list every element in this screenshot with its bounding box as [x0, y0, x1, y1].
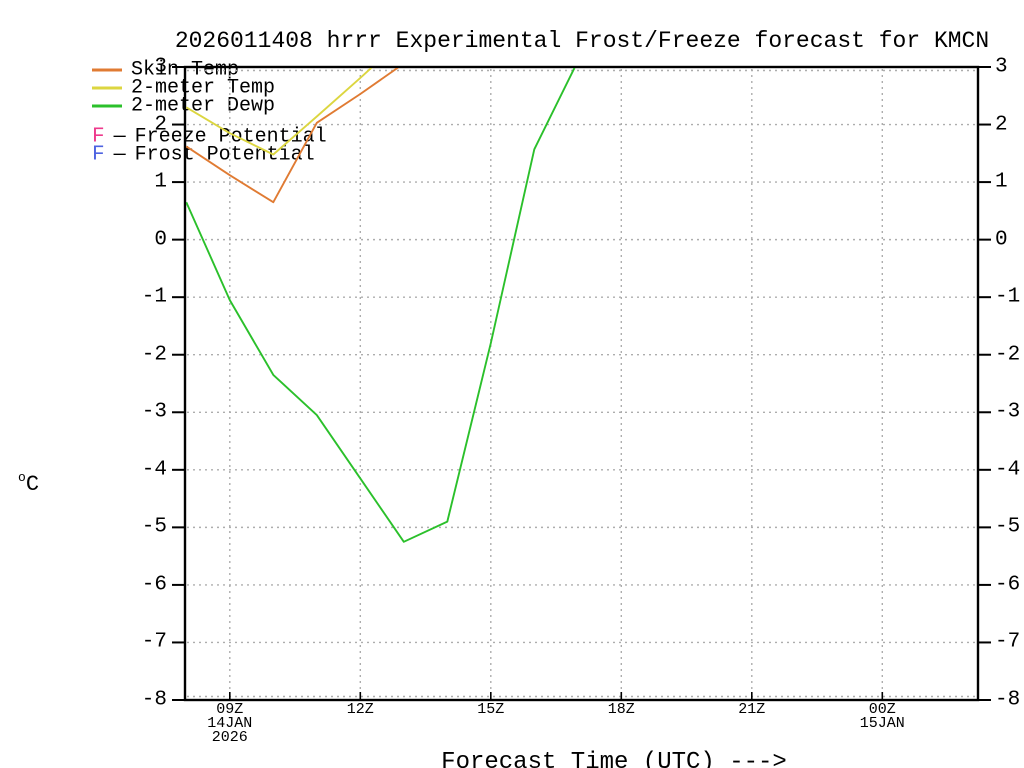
y-tick-label-left: -5	[141, 515, 167, 539]
y-tick-label-right: -4	[995, 458, 1021, 482]
x-tick-time: 12Z	[346, 701, 374, 718]
x-tick-date: 15JAN	[859, 715, 905, 732]
y-tick-label-left: -2	[141, 343, 167, 367]
y-tick-label-right: 0	[995, 228, 1008, 252]
y-tick-label-right: 2	[995, 113, 1008, 137]
series-line-skin-temp	[186, 68, 400, 204]
x-tick-label-21Z: 21Z	[738, 701, 766, 718]
legend-dash: —	[113, 125, 126, 149]
legend-item-2m-temp: 2-meter Temp	[92, 77, 275, 100]
x-tick-label-18Z: 18Z	[607, 701, 635, 718]
unit-letter: C	[25, 472, 40, 497]
x-axis-title: Forecast Time (UTC) --->	[441, 749, 787, 768]
y-tick-label-left: -4	[141, 458, 167, 482]
legend-item-2m-dewp: 2-meter Dewp	[92, 95, 275, 118]
degree-symbol: o	[18, 470, 26, 485]
y-tick-label-right: -2	[995, 343, 1021, 367]
y-tick-label-right: -8	[995, 688, 1021, 712]
frost-potential-marker: F	[92, 143, 105, 167]
freeze-potential-marker: F	[92, 125, 105, 149]
y-tick-label-right: 1	[995, 170, 1008, 194]
y-tick-label-left: 3	[154, 55, 167, 79]
legend-item-frost-potential: F — Frost Potential	[92, 144, 315, 167]
y-tick-label-left: -3	[141, 400, 167, 424]
x-tick-year: 2026	[211, 729, 248, 746]
x-tick-date: 14JAN	[207, 715, 253, 732]
y-tick-label-left: 0	[154, 228, 167, 252]
legend-item-freeze-potential: F — Freeze Potential	[92, 126, 327, 149]
legend-dash: —	[113, 143, 126, 167]
y-tick-label-left: -8	[141, 688, 167, 712]
x-tick-time: 18Z	[607, 701, 635, 718]
x-tick-label-12Z: 12Z	[346, 701, 374, 718]
y-tick-label-left: 1	[154, 170, 167, 194]
x-tick-time: 09Z	[216, 701, 244, 718]
legend-label: Frost Potential	[134, 143, 315, 167]
series-line-2-meter-dewp	[186, 68, 576, 543]
2m-dewp-line-swatch	[92, 104, 122, 108]
y-tick-label-right: -3	[995, 400, 1021, 424]
legend-label: 2-meter Temp	[131, 76, 276, 100]
x-tick-label-09Z: 09Z 14JAN 2026	[207, 701, 253, 746]
x-tick-label-00Z: 00Z 15JAN	[859, 701, 905, 732]
x-tick-time: 21Z	[738, 701, 766, 718]
x-tick-time: 00Z	[868, 701, 896, 718]
legend-label: Freeze Potential	[134, 125, 327, 149]
y-axis-unit: oC	[18, 470, 39, 497]
y-tick-label-right: -6	[995, 573, 1021, 597]
y-tick-label-right: -5	[995, 515, 1021, 539]
y-tick-label-right: 3	[995, 55, 1008, 79]
y-tick-label-left: -7	[141, 630, 167, 654]
legend-label: 2-meter Dewp	[131, 94, 276, 118]
2m-temp-line-swatch	[92, 86, 122, 90]
chart-title: 2026011408 hrrr Experimental Frost/Freez…	[174, 28, 990, 54]
y-tick-label-left: 2	[154, 113, 167, 137]
x-tick-time: 15Z	[477, 701, 505, 718]
y-tick-label-right: -7	[995, 630, 1021, 654]
y-tick-label-left: -6	[141, 573, 167, 597]
y-tick-label-left: -1	[141, 285, 167, 309]
series-line-2-meter-temp	[186, 68, 373, 156]
y-tick-label-right: -1	[995, 285, 1021, 309]
skin-temp-line-swatch	[92, 68, 122, 72]
plot-frame	[183, 65, 980, 702]
x-tick-label-15Z: 15Z	[477, 701, 505, 718]
